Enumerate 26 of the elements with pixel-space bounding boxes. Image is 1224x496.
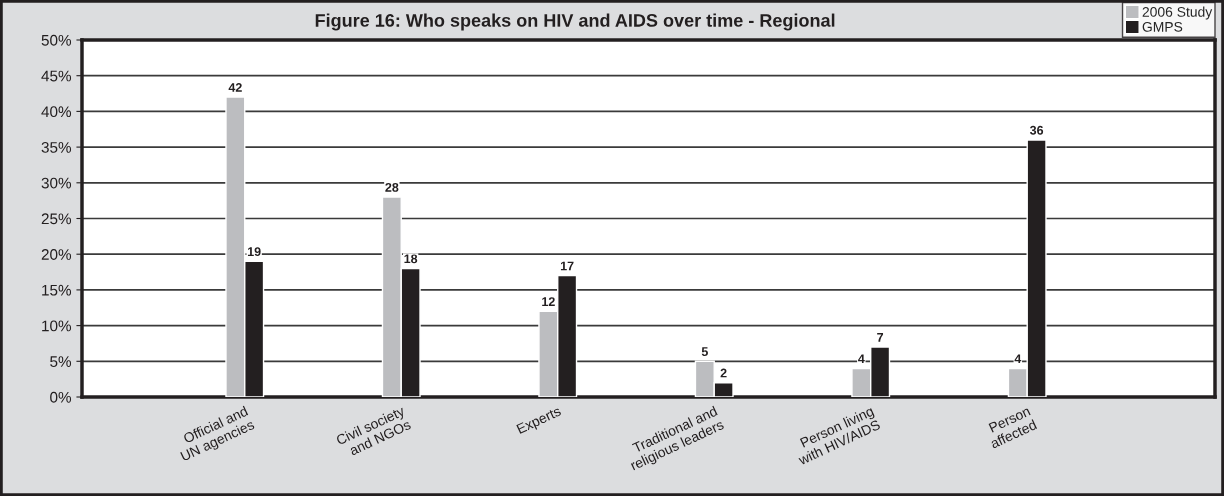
data-label: 5 [701,347,708,357]
y-tick-label: 40% [41,106,72,118]
y-tick-label: 20% [41,249,72,260]
legend-label: 2006 Study [1142,6,1213,20]
data-label: 19 [247,247,261,257]
data-label: 4 [858,354,865,364]
y-tick-label: 0% [50,391,72,403]
data-label: 42 [228,83,242,92]
chart-title: Figure 16: Who speaks on HIV and AIDS over time - Regional [315,13,835,31]
y-tick-label: 15% [42,284,72,296]
y-tick-label: 50% [41,34,72,46]
y-tick-label: 25% [41,213,72,225]
y-tick-label: 45% [41,70,72,82]
legend-label: GMPS [1142,21,1183,32]
data-label: 28 [385,182,399,192]
data-label: 7 [877,333,884,342]
y-tick-label: 35% [41,141,72,153]
data-label: 12 [542,297,555,306]
y-tick-label: 5% [50,356,72,367]
data-label: 36 [1029,125,1044,135]
data-label: 18 [404,254,418,264]
data-label: 2 [720,368,727,378]
data-label: 17 [560,261,574,271]
y-tick-label: 30% [41,177,72,189]
y-tick-label: 10% [42,320,72,332]
data-label: 4 [1014,354,1022,364]
